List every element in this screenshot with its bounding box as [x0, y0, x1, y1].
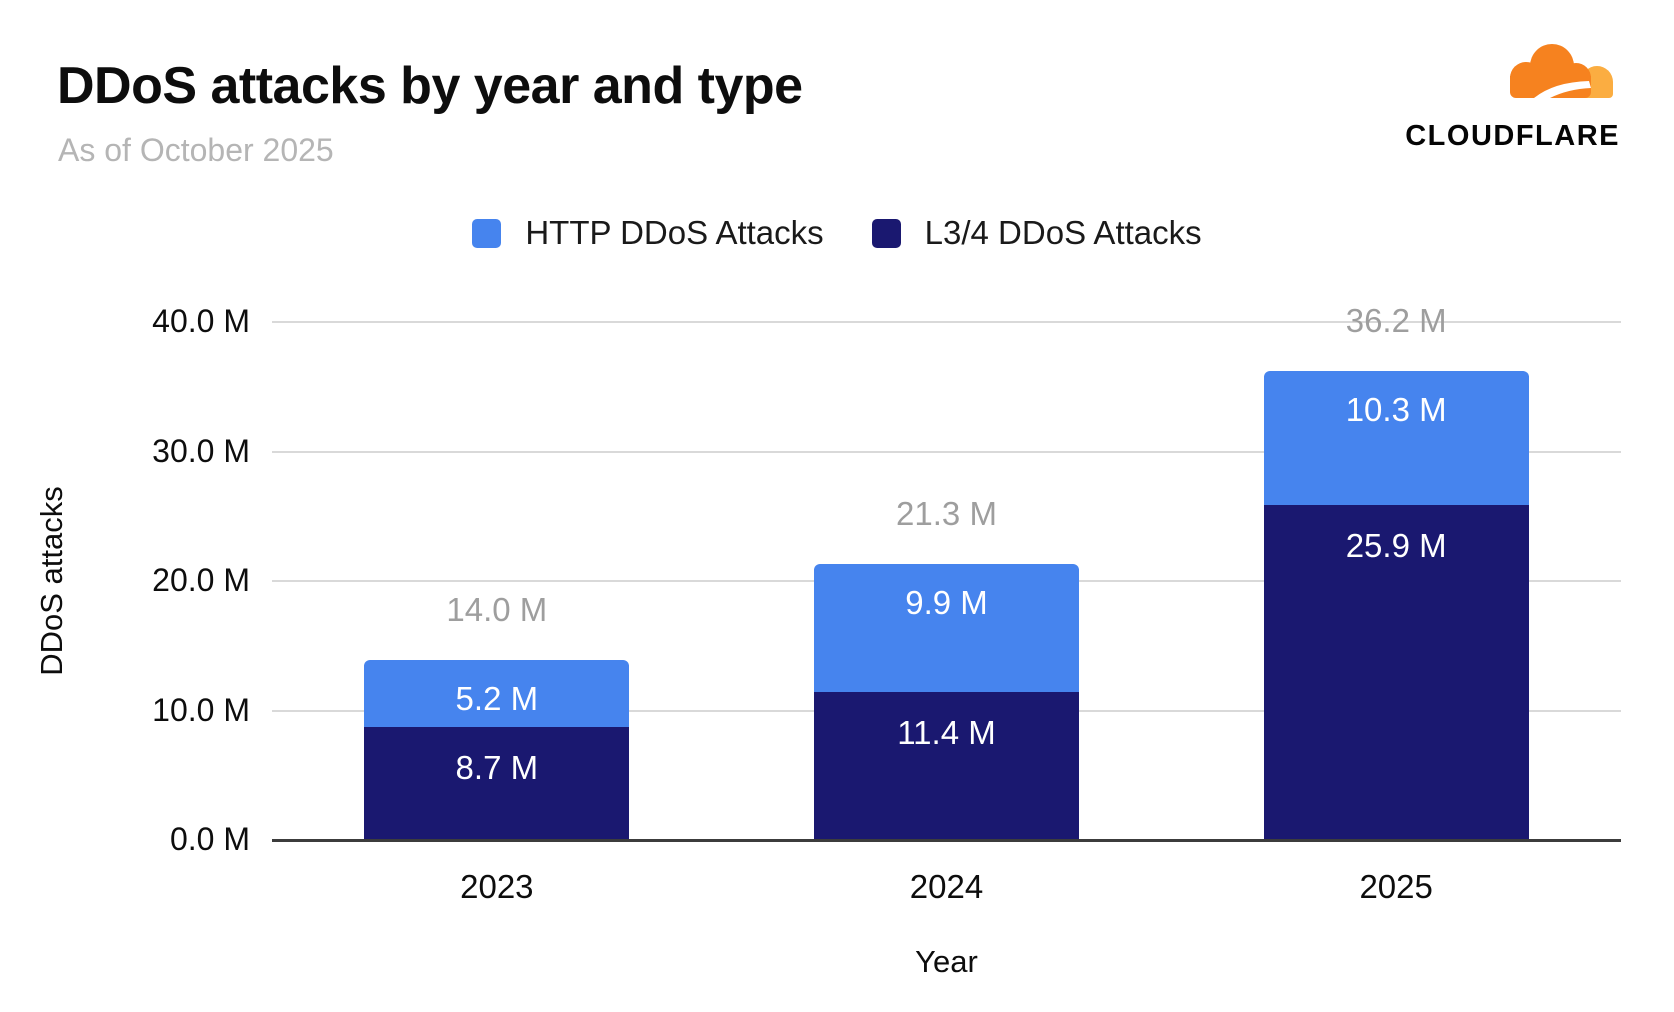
bar-2025: 10.3 M 25.9 M — [1263, 371, 1529, 840]
x-tick-label-2025: 2025 — [1359, 868, 1433, 905]
y-tick-label-10: 10.0 M — [152, 691, 250, 728]
gridline-40 — [272, 321, 1621, 323]
plot-area: 5.2 M 8.7 M 14.0 M 9.9 M 11.4 M 21.3 M 10.3 M 2… — [272, 302, 1621, 842]
cloudflare-cloud-icon — [1510, 44, 1613, 98]
segment-label-http-2023: 5.2 M — [455, 680, 539, 717]
total-label-2024: 21.3 M — [896, 495, 997, 533]
y-tick-label-0: 0.0 M — [169, 821, 250, 857]
chart-title: DDoS attacks by year and type — [57, 57, 803, 115]
total-label-2023: 14.0 M — [446, 590, 548, 628]
segment-label-l34-2023: 8.7 M — [455, 749, 539, 787]
bar-2023: 5.2 M 8.7 M — [364, 660, 630, 840]
bar-2024: 9.9 M 11.4 M — [814, 564, 1079, 840]
legend-swatch-http — [472, 218, 502, 248]
y-tick-label-30: 30.0 M — [152, 432, 250, 469]
segment-http-2023: 5.2 M — [364, 660, 630, 728]
x-tick-label-2023: 2023 — [460, 868, 534, 905]
gridline-30 — [272, 450, 1621, 453]
x-axis-title: Year — [915, 944, 978, 979]
legend-label-l34: L3/4 DDoS Attacks — [924, 214, 1202, 251]
segment-l34-2024: 11.4 M — [814, 692, 1079, 840]
legend-swatch-l34 — [871, 218, 901, 248]
legend-item-l34: L3/4 DDoS Attacks — [871, 214, 1202, 252]
segment-label-http-2025: 10.3 M — [1345, 391, 1447, 429]
x-tick-label-2024: 2024 — [909, 868, 984, 905]
cloudflare-logo: CLOUDFLARE — [1380, 36, 1620, 153]
cloudflare-wordmark: CLOUDFLARE — [1405, 120, 1620, 152]
segment-l34-2023: 8.7 M — [364, 727, 630, 840]
segment-label-l34-2024: 11.4 M — [897, 714, 996, 752]
chart-subtitle: As of October 2025 — [58, 132, 334, 168]
legend-label-http: HTTP DDoS Attacks — [525, 214, 824, 251]
y-tick-label-40: 40.0 M — [152, 303, 250, 339]
y-tick-label-20: 20.0 M — [152, 562, 250, 598]
segment-l34-2025: 25.9 M — [1263, 504, 1529, 840]
segment-http-2024: 9.9 M — [814, 564, 1079, 693]
x-axis-line — [272, 839, 1621, 842]
segment-label-l34-2025: 25.9 M — [1345, 526, 1447, 564]
total-label-2025: 36.2 M — [1345, 302, 1447, 340]
segment-http-2025: 10.3 M — [1263, 371, 1529, 505]
legend: HTTP DDoS Attacks L3/4 DDoS Attacks — [0, 214, 1674, 252]
legend-item-http: HTTP DDoS Attacks — [472, 214, 824, 252]
segment-label-http-2024: 9.9 M — [905, 584, 988, 622]
